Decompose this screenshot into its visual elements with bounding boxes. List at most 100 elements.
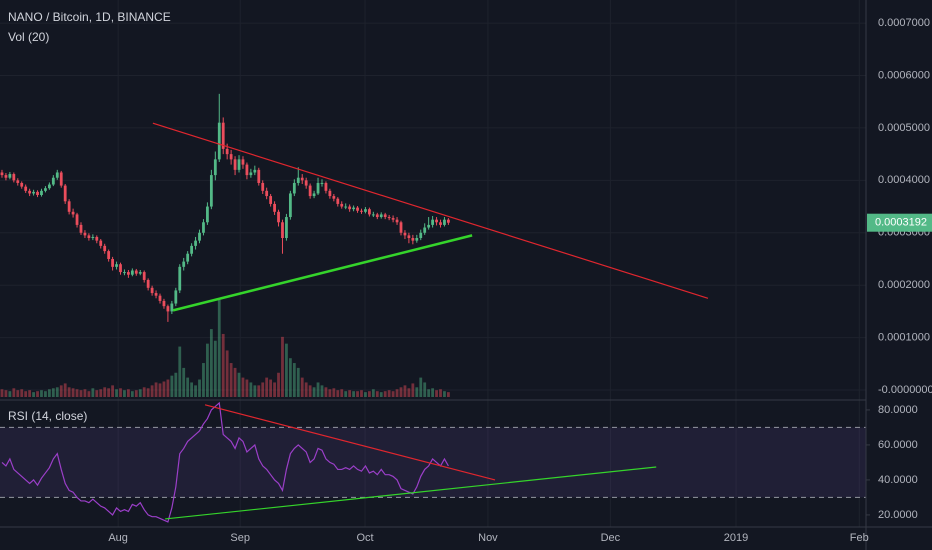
- candle-body: [154, 293, 158, 296]
- volume-bar: [16, 390, 20, 397]
- volume-bar: [257, 385, 261, 397]
- volume-bar: [40, 390, 43, 397]
- candle-body: [130, 270, 134, 275]
- candle-body: [431, 219, 435, 225]
- volume-bar: [206, 343, 209, 397]
- volume-bar: [277, 372, 280, 397]
- volume-bar: [304, 382, 308, 397]
- candle-body: [150, 287, 154, 294]
- candle-body: [320, 182, 324, 184]
- candle-body: [332, 196, 336, 199]
- last-price-box: [867, 213, 932, 232]
- volume-bar: [423, 382, 427, 397]
- volume-bar: [419, 377, 423, 397]
- volume-bar: [67, 387, 71, 397]
- candle-body: [387, 217, 391, 219]
- volume-bar: [364, 392, 367, 397]
- candle-body: [95, 236, 99, 241]
- candle-body: [296, 177, 300, 183]
- volume-bar: [55, 387, 59, 397]
- volume-bar: [95, 390, 99, 397]
- candle-body: [423, 227, 427, 233]
- volume-bar: [20, 389, 24, 397]
- candle-body: [47, 184, 51, 189]
- volume-bar: [83, 389, 87, 397]
- candle-body: [115, 264, 118, 267]
- volume-bar: [403, 385, 407, 397]
- candle-body: [288, 193, 292, 218]
- volume-bar: [431, 388, 435, 397]
- volume-bar: [249, 382, 253, 397]
- candle-body: [198, 232, 201, 241]
- volume-bar: [150, 385, 154, 397]
- candle-body: [427, 224, 431, 228]
- candle-body: [119, 264, 122, 273]
- candle-body: [308, 185, 312, 197]
- volume-bar: [194, 385, 197, 397]
- candle-body: [158, 295, 162, 301]
- volume-bar: [360, 390, 363, 397]
- volume-bar: [138, 389, 142, 397]
- candle-body: [55, 172, 59, 178]
- volume-bar: [269, 379, 273, 397]
- candle-body: [304, 180, 308, 186]
- volume-bar: [340, 389, 344, 397]
- volume-bar: [221, 333, 225, 397]
- y-tick-label: 40.0000: [878, 474, 918, 486]
- candle-body: [285, 217, 288, 239]
- volume-bar: [59, 385, 63, 397]
- candle-body: [340, 203, 344, 207]
- candle-body: [206, 206, 209, 223]
- volume-bar: [399, 387, 403, 397]
- volume-bar: [411, 383, 415, 397]
- candle-body: [399, 222, 403, 233]
- candle-body: [83, 232, 87, 236]
- candle-body: [419, 232, 423, 239]
- candle-body: [12, 174, 16, 181]
- x-tick-label: Aug: [108, 532, 128, 544]
- candle-body: [0, 172, 4, 176]
- x-tick-label: Dec: [601, 532, 621, 544]
- volume-bar: [292, 363, 296, 397]
- volume-bar: [261, 382, 265, 397]
- trendline: [204, 404, 496, 481]
- volume-bar: [253, 385, 257, 397]
- volume-bar: [63, 383, 67, 397]
- candle-body: [356, 207, 359, 211]
- volume-bar: [99, 389, 103, 397]
- volume-bar: [308, 385, 312, 397]
- volume-bar: [146, 388, 150, 397]
- volume-bar: [186, 377, 190, 397]
- volume-bar: [170, 375, 174, 397]
- candle-body: [241, 159, 245, 165]
- rsi-line: [1, 401, 449, 523]
- candle-body: [277, 211, 280, 223]
- volume-bar: [281, 336, 284, 397]
- candle-body: [348, 206, 352, 210]
- candle-body: [395, 219, 399, 223]
- candle-body: [360, 210, 363, 212]
- grid: [0, 0, 870, 527]
- volume-bar: [51, 388, 55, 397]
- candle-body: [352, 207, 355, 210]
- candle-body: [364, 209, 367, 212]
- candle-body: [59, 172, 63, 186]
- volume-bar: [103, 387, 107, 397]
- candle-body: [138, 272, 142, 274]
- candle-body: [312, 193, 316, 197]
- volume-bar: [233, 367, 237, 397]
- candle-body: [336, 198, 340, 204]
- volume-bar: [344, 391, 348, 397]
- candle-body: [103, 245, 107, 252]
- volume-bar: [415, 387, 419, 397]
- candle-body: [186, 253, 190, 262]
- volume-bar: [32, 392, 35, 397]
- candle-body: [99, 240, 103, 246]
- volume-bar: [427, 389, 431, 397]
- volume-bar: [300, 377, 304, 397]
- x-tick-label: Sep: [230, 532, 250, 544]
- candle-body: [403, 232, 407, 236]
- candle-body: [237, 159, 241, 170]
- candle-body: [383, 214, 387, 218]
